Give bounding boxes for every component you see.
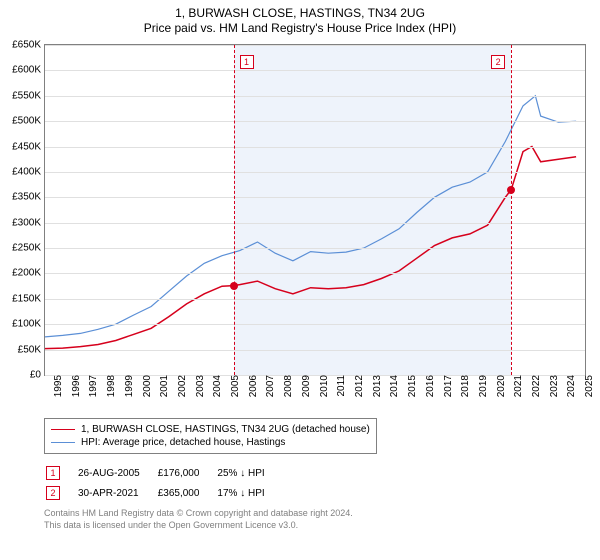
- events-table: 1 26-AUG-2005£176,00025% ↓ HPI 2 30-APR-202…: [44, 462, 283, 504]
- event-marker-box: 1: [240, 55, 254, 69]
- x-axis-label: 2000: [138, 375, 153, 397]
- gridline-h: [45, 172, 585, 173]
- y-axis-label: £200K: [12, 268, 45, 279]
- x-axis-label: 2005: [226, 375, 241, 397]
- x-axis-label: 2012: [350, 375, 365, 397]
- attribution-line1: Contains HM Land Registry data © Crown c…: [44, 508, 353, 520]
- y-axis-label: £400K: [12, 166, 45, 177]
- x-axis-label: 1998: [102, 375, 117, 397]
- gridline-h: [45, 121, 585, 122]
- gridline-h: [45, 223, 585, 224]
- x-axis-label: 2011: [332, 375, 347, 397]
- y-axis-label: £650K: [12, 40, 45, 51]
- attribution-line2: This data is licensed under the Open Gov…: [44, 520, 353, 532]
- y-axis-label: £550K: [12, 90, 45, 101]
- x-axis-label: 1997: [84, 375, 99, 397]
- event-vline: [511, 45, 512, 375]
- x-axis-label: 2016: [421, 375, 436, 397]
- event-row: 2 30-APR-2021£365,00017% ↓ HPI: [46, 484, 281, 502]
- legend-swatch: [51, 442, 75, 443]
- gridline-h: [45, 324, 585, 325]
- series-hpi: [45, 96, 576, 337]
- y-axis-label: £500K: [12, 116, 45, 127]
- event-date: 30-APR-2021: [78, 484, 156, 502]
- x-axis-label: 2019: [474, 375, 489, 397]
- gridline-h: [45, 147, 585, 148]
- gridline-h: [45, 350, 585, 351]
- attribution: Contains HM Land Registry data © Crown c…: [44, 508, 353, 531]
- gridline-h: [45, 299, 585, 300]
- chart-lines: [45, 45, 585, 375]
- plot-area: £0£50K£100K£150K£200K£250K£300K£350K£400…: [44, 44, 586, 376]
- x-axis-label: 2007: [261, 375, 276, 397]
- x-axis-label: 2015: [403, 375, 418, 397]
- x-axis-label: 2023: [545, 375, 560, 397]
- legend-label: 1, BURWASH CLOSE, HASTINGS, TN34 2UG (de…: [81, 424, 370, 435]
- gridline-h: [45, 273, 585, 274]
- gridline-h: [45, 96, 585, 97]
- y-axis-label: £250K: [12, 243, 45, 254]
- event-marker-box: 2: [491, 55, 505, 69]
- chart-container: 1, BURWASH CLOSE, HASTINGS, TN34 2UG Pri…: [0, 0, 600, 560]
- x-axis-label: 2018: [456, 375, 471, 397]
- event-vline: [234, 45, 235, 375]
- x-axis-label: 2014: [385, 375, 400, 397]
- event-date: 26-AUG-2005: [78, 464, 156, 482]
- x-axis-label: 2013: [368, 375, 383, 397]
- chart-title: 1, BURWASH CLOSE, HASTINGS, TN34 2UG: [0, 0, 600, 20]
- gridline-h: [45, 70, 585, 71]
- y-axis-label: £450K: [12, 141, 45, 152]
- x-axis-label: 2010: [315, 375, 330, 397]
- legend-item: HPI: Average price, detached house, Hast…: [51, 436, 370, 449]
- event-point: [507, 186, 515, 194]
- x-axis-label: 2024: [562, 375, 577, 397]
- x-axis-label: 2006: [244, 375, 259, 397]
- x-axis-label: 2017: [439, 375, 454, 397]
- x-axis-label: 2020: [492, 375, 507, 397]
- x-axis-label: 2008: [279, 375, 294, 397]
- legend-item: 1, BURWASH CLOSE, HASTINGS, TN34 2UG (de…: [51, 423, 370, 436]
- event-point: [230, 282, 238, 290]
- x-axis-label: 2009: [297, 375, 312, 397]
- y-axis-label: £350K: [12, 192, 45, 203]
- event-price: £365,000: [158, 484, 216, 502]
- y-axis-label: £100K: [12, 319, 45, 330]
- chart-subtitle: Price paid vs. HM Land Registry's House …: [0, 20, 600, 39]
- x-axis-label: 2001: [155, 375, 170, 397]
- y-axis-label: £600K: [12, 65, 45, 76]
- x-axis-label: 1996: [67, 375, 82, 397]
- gridline-h: [45, 248, 585, 249]
- event-marker-icon: 2: [46, 486, 60, 500]
- event-row: 1 26-AUG-2005£176,00025% ↓ HPI: [46, 464, 281, 482]
- legend: 1, BURWASH CLOSE, HASTINGS, TN34 2UG (de…: [44, 418, 377, 454]
- legend-swatch: [51, 429, 75, 430]
- x-axis-label: 1995: [49, 375, 64, 397]
- x-axis-label: 2003: [191, 375, 206, 397]
- y-axis-label: £50K: [18, 344, 45, 355]
- gridline-h: [45, 45, 585, 46]
- event-marker-icon: 1: [46, 466, 60, 480]
- y-axis-label: £300K: [12, 217, 45, 228]
- x-axis-label: 2002: [173, 375, 188, 397]
- x-axis-label: 2025: [580, 375, 595, 397]
- x-axis-label: 1999: [120, 375, 135, 397]
- y-axis-label: £0: [30, 370, 45, 381]
- event-delta: 17% ↓ HPI: [217, 484, 280, 502]
- y-axis-label: £150K: [12, 293, 45, 304]
- event-delta: 25% ↓ HPI: [217, 464, 280, 482]
- x-axis-label: 2022: [527, 375, 542, 397]
- legend-label: HPI: Average price, detached house, Hast…: [81, 437, 285, 448]
- event-price: £176,000: [158, 464, 216, 482]
- x-axis-label: 2004: [208, 375, 223, 397]
- x-axis-label: 2021: [509, 375, 524, 397]
- gridline-h: [45, 197, 585, 198]
